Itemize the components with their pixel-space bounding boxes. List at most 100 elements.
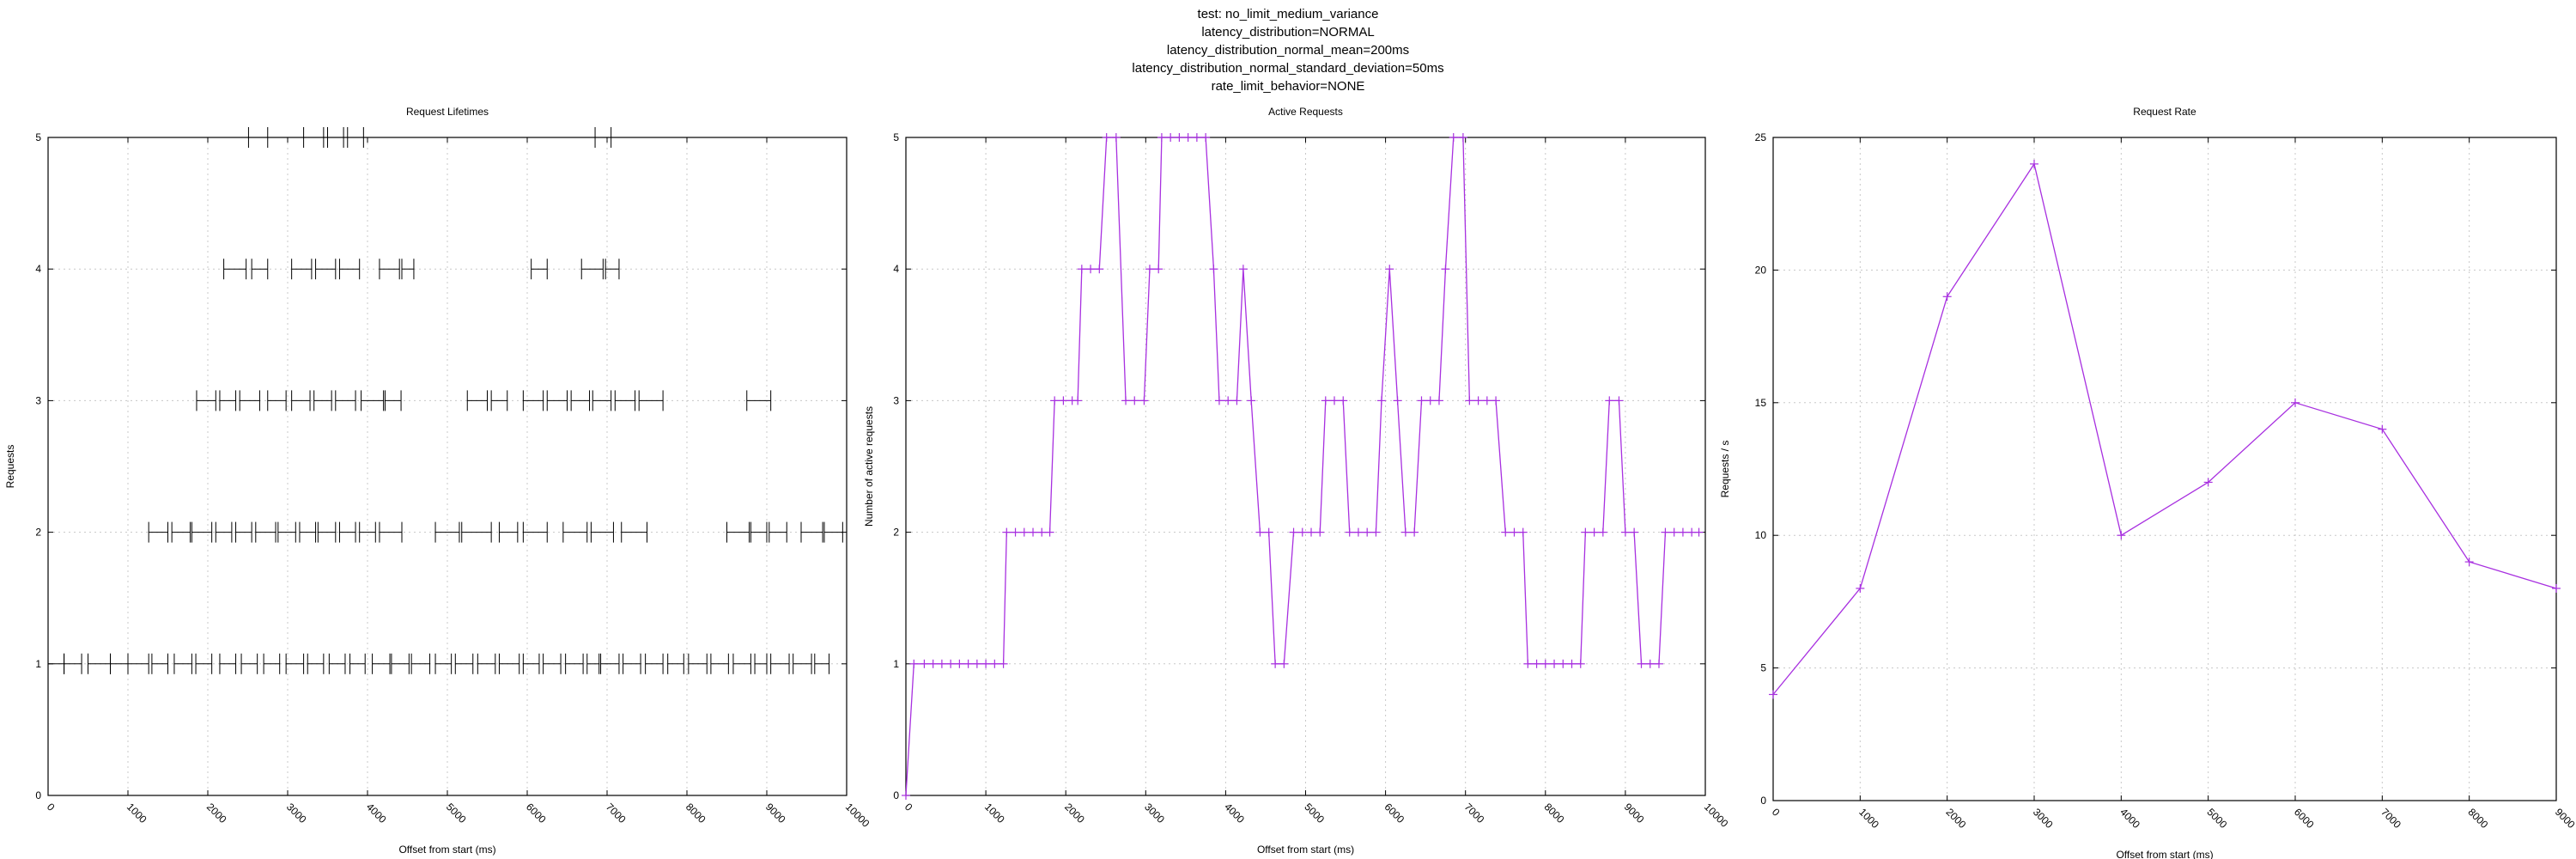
lifetime-interval	[434, 521, 460, 543]
x-tick-label: 3000	[284, 801, 309, 825]
data-point	[1482, 396, 1492, 405]
data-point	[2203, 478, 2213, 487]
lifetime-interval	[623, 653, 641, 674]
data-point	[1449, 133, 1458, 142]
data-point	[902, 791, 910, 800]
data-point	[1139, 396, 1149, 405]
data-point	[1661, 527, 1670, 537]
lifetime-interval	[263, 653, 281, 674]
lifetime-interval	[240, 653, 258, 674]
x-axis-label: Offset from start (ms)	[2116, 849, 2213, 859]
x-tick-label: 8000	[1542, 801, 1567, 825]
y-tick-label: 20	[1755, 264, 1767, 276]
y-tick-label: 5	[35, 131, 41, 143]
data-point	[1271, 659, 1280, 668]
lifetime-interval	[546, 390, 568, 411]
data-point	[1029, 527, 1038, 537]
data-point	[1645, 659, 1655, 668]
lifetime-interval	[594, 127, 612, 148]
lifetime-interval	[191, 521, 213, 543]
lifetime-interval	[621, 521, 647, 543]
lifetime-interval	[590, 521, 614, 543]
y-axis-label: Number of active requests	[863, 406, 875, 527]
lifetime-interval	[303, 127, 325, 148]
lifetime-interval	[338, 521, 356, 543]
data-point	[1037, 527, 1047, 537]
x-tick-label: 0	[1770, 806, 1783, 819]
data-point	[1540, 659, 1550, 668]
y-tick-label: 3	[35, 394, 41, 406]
lifetime-interval	[219, 653, 237, 674]
x-tick-label: 6000	[524, 801, 549, 825]
lifetime-interval	[454, 653, 474, 674]
data-point	[1532, 659, 1541, 668]
lifetime-interval	[291, 259, 313, 280]
x-tick-label: 4000	[1222, 801, 1247, 825]
data-point	[1678, 527, 1687, 537]
data-point	[1121, 396, 1131, 405]
y-tick-label: 0	[1760, 795, 1766, 807]
x-tick-label: 1000	[1856, 806, 1881, 831]
lifetime-interval	[726, 521, 750, 543]
data-point	[1209, 265, 1218, 274]
lifetime-interval	[391, 653, 410, 674]
lifetime-interval	[379, 521, 403, 543]
data-point	[1581, 527, 1590, 537]
data-point	[1598, 527, 1607, 537]
lifetime-interval	[800, 521, 823, 543]
lifetime-interval	[531, 259, 548, 280]
data-point	[1247, 396, 1256, 405]
lifetime-interval	[313, 390, 332, 411]
lifetime-interval	[88, 653, 112, 674]
data-point	[1157, 133, 1166, 142]
lifetime-interval	[750, 521, 768, 543]
y-tick-label: 1	[35, 658, 41, 670]
data-point	[1630, 527, 1639, 537]
lifetime-interval	[347, 127, 364, 148]
data-point	[1550, 659, 1559, 668]
y-axis-label: Requests	[4, 445, 16, 489]
data-point	[1510, 527, 1519, 537]
lifetime-interval	[490, 390, 508, 411]
data-point	[1130, 396, 1139, 405]
lifetime-interval	[219, 390, 237, 411]
lifetime-interval	[823, 521, 843, 543]
x-tick-label: 3000	[2031, 806, 2056, 831]
data-point	[1002, 527, 1012, 537]
data-point	[1321, 396, 1330, 405]
lifetime-interval	[47, 653, 65, 674]
lifetime-interval	[361, 390, 385, 411]
data-point	[1385, 265, 1394, 274]
y-tick-label: 3	[893, 394, 899, 406]
y-axis-label: Requests / s	[1719, 441, 1731, 498]
data-point	[1019, 527, 1029, 537]
x-tick-label: 7000	[2379, 806, 2403, 831]
x-tick-label: 7000	[1462, 801, 1487, 825]
lifetime-interval	[239, 390, 260, 411]
data-point	[2552, 583, 2561, 593]
data-point	[946, 659, 956, 668]
data-point	[1077, 265, 1086, 274]
suptitle-line-stddev: latency_distribution_normal_standard_dev…	[1132, 61, 1444, 76]
x-tick-label: 4000	[2117, 806, 2142, 831]
data-point	[1154, 265, 1163, 274]
plot-frame	[1772, 137, 2557, 801]
lifetime-interval	[614, 390, 636, 411]
lifetime-interval	[570, 390, 591, 411]
x-tick-label: 5000	[444, 801, 469, 825]
x-tick-label: 10000	[843, 801, 872, 830]
x-tick-label: 1000	[982, 801, 1007, 825]
data-point	[1307, 527, 1316, 537]
chart-3: 0 1000 2000 3000 4000 5000 6000 7000 8000 9000 0 5 1…	[1719, 106, 2576, 859]
data-point	[1232, 396, 1242, 405]
chart-title: Request Lifetimes	[406, 106, 489, 118]
x-tick-label: 2000	[1944, 806, 1969, 831]
data-point	[1410, 527, 1419, 537]
data-point	[2464, 557, 2474, 567]
data-point	[1102, 133, 1111, 142]
data-point	[1441, 265, 1450, 274]
data-point	[1315, 527, 1325, 537]
y-tick-label: 2	[893, 527, 899, 539]
lifetime-interval	[359, 521, 376, 543]
x-tick-label: 8000	[683, 801, 708, 825]
